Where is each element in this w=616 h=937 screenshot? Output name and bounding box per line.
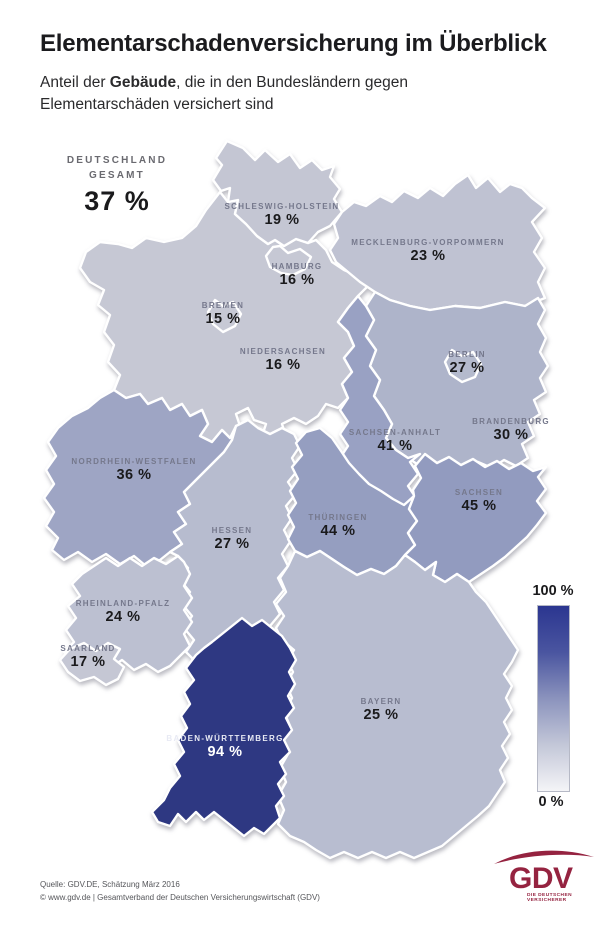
state-shape-mecklenburg-vorpommern: [328, 173, 547, 312]
legend-max-label: 100 %: [532, 583, 574, 599]
state-shape-baden-wuerttemberg: [150, 616, 298, 838]
source-note: Quelle: GDV.DE, Schätzung März 2016 © ww…: [40, 878, 320, 904]
state-shape-berlin: [443, 348, 483, 384]
gdv-swoosh-icon: [494, 850, 594, 864]
legend-color-scale: [537, 605, 570, 792]
gdv-logo-tagline: DIE DEUTSCHEN VERSICHERER: [527, 893, 573, 903]
germany-total-label-line2: GESAMT: [89, 170, 145, 181]
subtitle-prefix: Anteil der: [40, 74, 110, 91]
state-shape-hamburg: [264, 244, 313, 277]
page-title: Elementarschadenversicherung im Überblic…: [40, 30, 547, 57]
subtitle-bold-word: Gebäude: [109, 74, 177, 91]
state-shape-schleswig-holstein: [211, 139, 344, 248]
subtitle-rest: , die in den Bundesländern gegen: [176, 74, 408, 91]
legend-min-label: 0 %: [538, 794, 564, 810]
state-shape-sachsen: [403, 452, 548, 584]
source-line2: © www.gdv.de | Gesamtverband der Deutsch…: [40, 893, 320, 902]
state-shape-bremen: [206, 298, 243, 334]
germany-total-value: 37 %: [84, 186, 150, 216]
gdv-logo-text: GDV: [509, 862, 573, 895]
germany-total-label-line1: DEUTSCHLAND: [66, 155, 168, 166]
state-shape-bayern: [274, 549, 520, 860]
page-subtitle: Anteil der Gebäude, die in den Bundeslän…: [40, 72, 520, 116]
source-line1: Quelle: GDV.DE, Schätzung März 2016: [40, 880, 180, 889]
subtitle-line2: Elementarschäden versichert sind: [40, 96, 274, 113]
germany-total: DEUTSCHLAND GESAMT 37 %: [67, 153, 167, 217]
state-shape-saarland: [58, 641, 126, 687]
gdv-logo: GDV DIE DEUTSCHEN VERSICHERER: [492, 848, 596, 912]
